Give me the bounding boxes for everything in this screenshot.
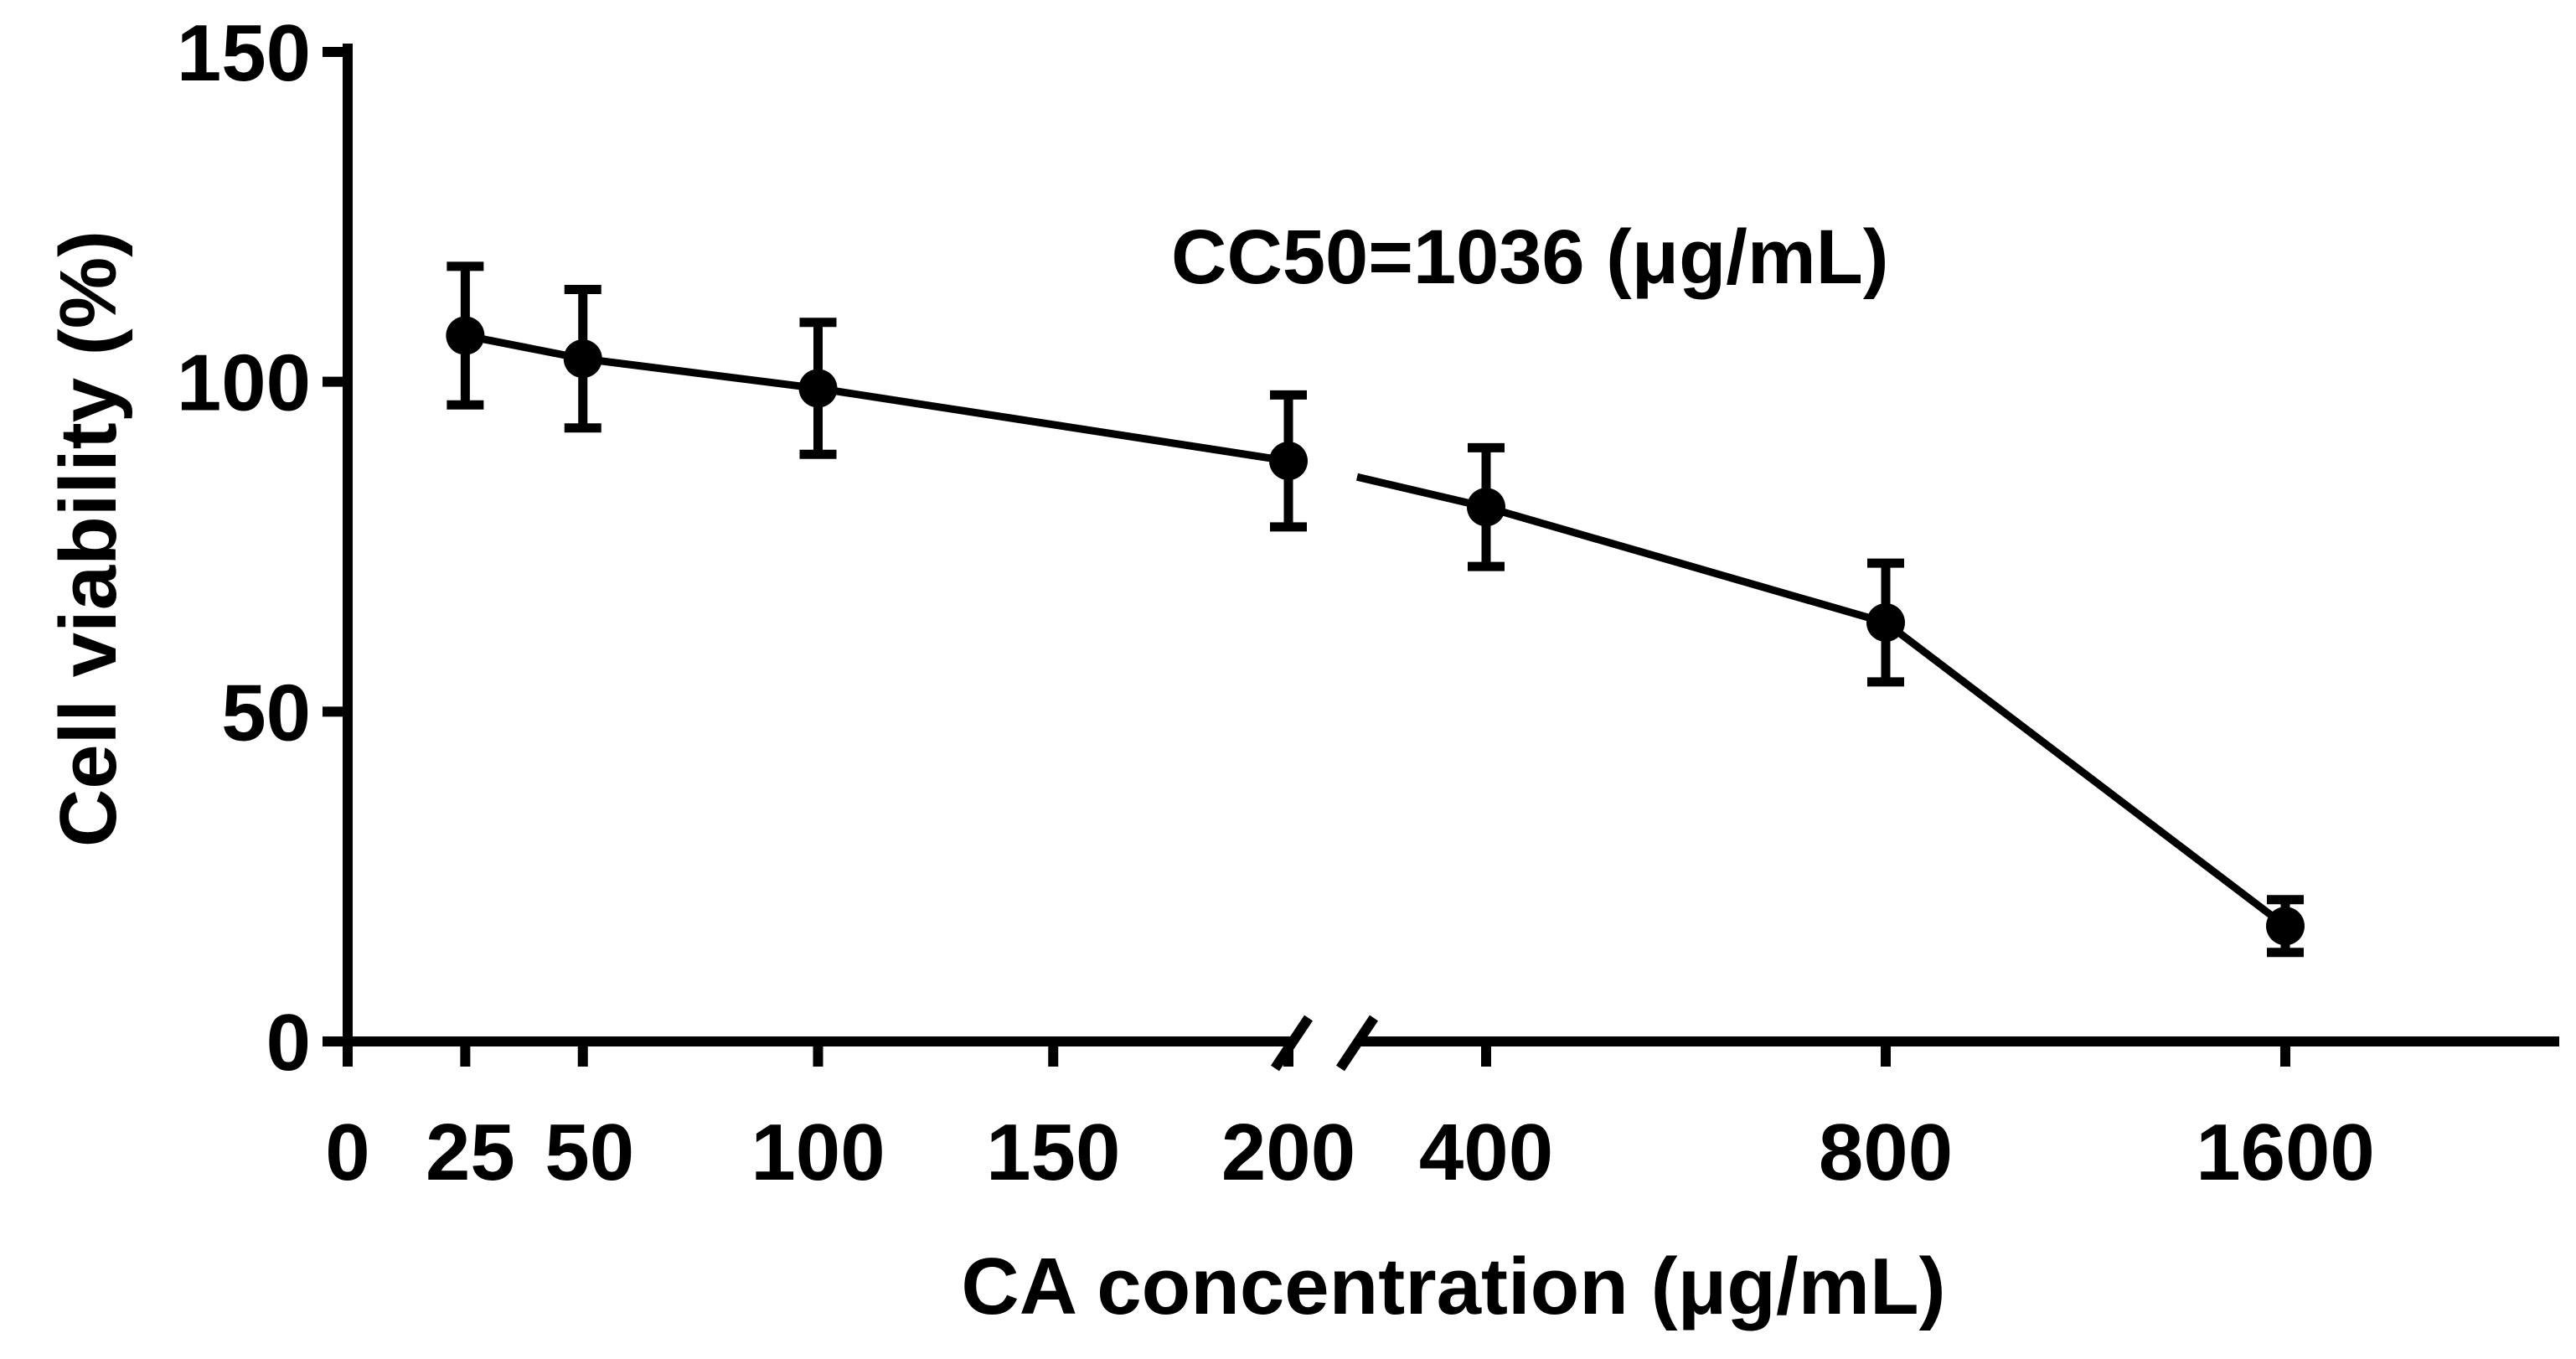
x-tick-label: 50 xyxy=(545,1108,634,1197)
data-point xyxy=(1467,488,1505,527)
x-tick-label: 1600 xyxy=(2196,1108,2375,1197)
y-tick-label: 100 xyxy=(177,338,311,428)
data-point xyxy=(563,339,602,379)
series-line-segment xyxy=(1883,619,2288,929)
series-line-segment xyxy=(464,332,584,363)
x-tick-label: 800 xyxy=(1819,1108,1953,1197)
x-tick-label: 200 xyxy=(1221,1108,1355,1197)
data-point xyxy=(446,316,485,355)
y-axis-title: Cell viability (%) xyxy=(44,230,133,847)
x-tick-label: 150 xyxy=(986,1108,1120,1197)
x-tick-label: 25 xyxy=(426,1108,515,1197)
y-tick-label: 150 xyxy=(177,8,311,98)
axis-break-mark-right xyxy=(1336,1015,1378,1072)
y-tick-label: 50 xyxy=(221,668,311,757)
x-tick-label: 100 xyxy=(751,1108,885,1197)
y-tick-label: 0 xyxy=(266,998,311,1088)
data-point xyxy=(1269,442,1308,481)
data-point xyxy=(798,369,838,408)
series xyxy=(446,261,2305,958)
series-line-segment xyxy=(1355,473,1488,511)
x-tick-label: 0 xyxy=(325,1108,369,1197)
data-point xyxy=(2266,907,2305,946)
series-line-segment xyxy=(582,354,819,393)
cc50-annotation: CC50=1036 (μg/mL) xyxy=(1171,214,1888,300)
x-axis-title: CA concentration (μg/mL) xyxy=(961,1242,1945,1331)
series-line-segment xyxy=(1484,503,1887,627)
data-point xyxy=(1866,603,1905,643)
x-tick-label: 400 xyxy=(1419,1108,1553,1197)
ticks: 0 50 100 150 0 25 50 100 150 200 400 800 1600 xyxy=(177,8,2375,1197)
axes xyxy=(343,44,2559,1072)
series-line-segment xyxy=(817,385,1289,465)
